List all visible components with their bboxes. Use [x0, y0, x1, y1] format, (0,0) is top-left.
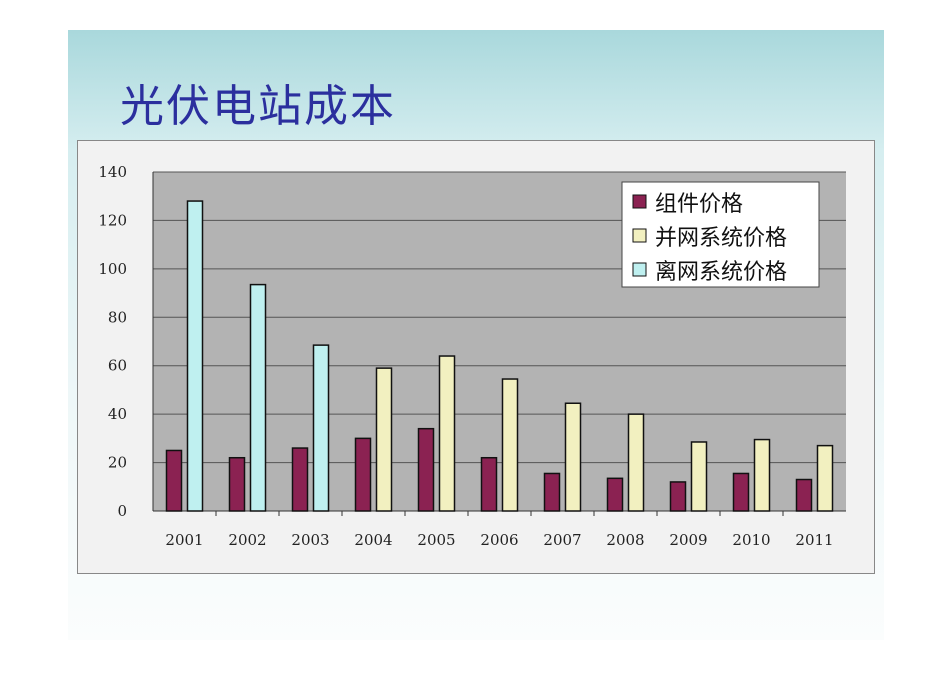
y-tick-label: 60: [108, 357, 127, 375]
bar-2-2004: [375, 367, 393, 512]
bar-3-2001: [186, 200, 204, 512]
x-tick-label: 2004: [354, 531, 392, 549]
legend-label-3: 离网系统价格: [655, 260, 787, 285]
bar-2-2010: [753, 438, 771, 512]
x-tick-label: 2010: [732, 531, 770, 549]
y-tick-label: 20: [108, 454, 127, 472]
x-tick-label: 2005: [417, 531, 455, 549]
bar-3-2003: [312, 344, 330, 512]
bar-2-2006: [501, 378, 519, 512]
bar-1-2001: [165, 449, 183, 512]
bar-2-2011: [816, 444, 834, 512]
x-tick-label: 2006: [480, 531, 518, 549]
bar-1-2005: [417, 427, 435, 512]
bar-2-2005: [438, 355, 456, 512]
x-tick-label: 2008: [606, 531, 644, 549]
legend-swatch-1: [632, 194, 647, 209]
x-tick-label: 2007: [543, 531, 581, 549]
y-tick-label: 0: [117, 502, 127, 520]
legend-label-1: 组件价格: [655, 192, 743, 217]
x-tick-label: 2003: [291, 531, 329, 549]
legend-label-2: 并网系统价格: [655, 226, 787, 251]
x-tick-label: 2002: [228, 531, 266, 549]
x-tick-label: 2001: [165, 531, 203, 549]
x-tick-label: 2009: [669, 531, 707, 549]
y-tick-label: 140: [98, 163, 127, 181]
bar-2-2007: [564, 402, 582, 512]
legend-box: [621, 181, 820, 288]
bar-3-2002: [249, 283, 267, 512]
slide-title: 光伏电站成本: [120, 81, 396, 132]
bar-1-2009: [669, 481, 687, 512]
bar-1-2010: [732, 472, 750, 512]
y-tick-label: 80: [108, 308, 127, 326]
y-tick-label: 120: [98, 211, 127, 229]
x-tick-label: 2011: [795, 531, 833, 549]
bar-1-2011: [795, 478, 813, 512]
legend-swatch-2: [632, 228, 647, 243]
bar-1-2003: [291, 447, 309, 512]
bar-1-2007: [543, 472, 561, 512]
y-tick-label: 40: [108, 405, 127, 423]
legend-swatch-3: [632, 262, 647, 277]
bar-1-2006: [480, 456, 498, 512]
y-tick-label: 100: [98, 260, 127, 278]
bar-2-2009: [690, 441, 708, 512]
bar-1-2008: [606, 477, 624, 512]
bar-1-2002: [228, 456, 246, 512]
bar-1-2004: [354, 437, 372, 512]
bar-2-2008: [627, 413, 645, 512]
